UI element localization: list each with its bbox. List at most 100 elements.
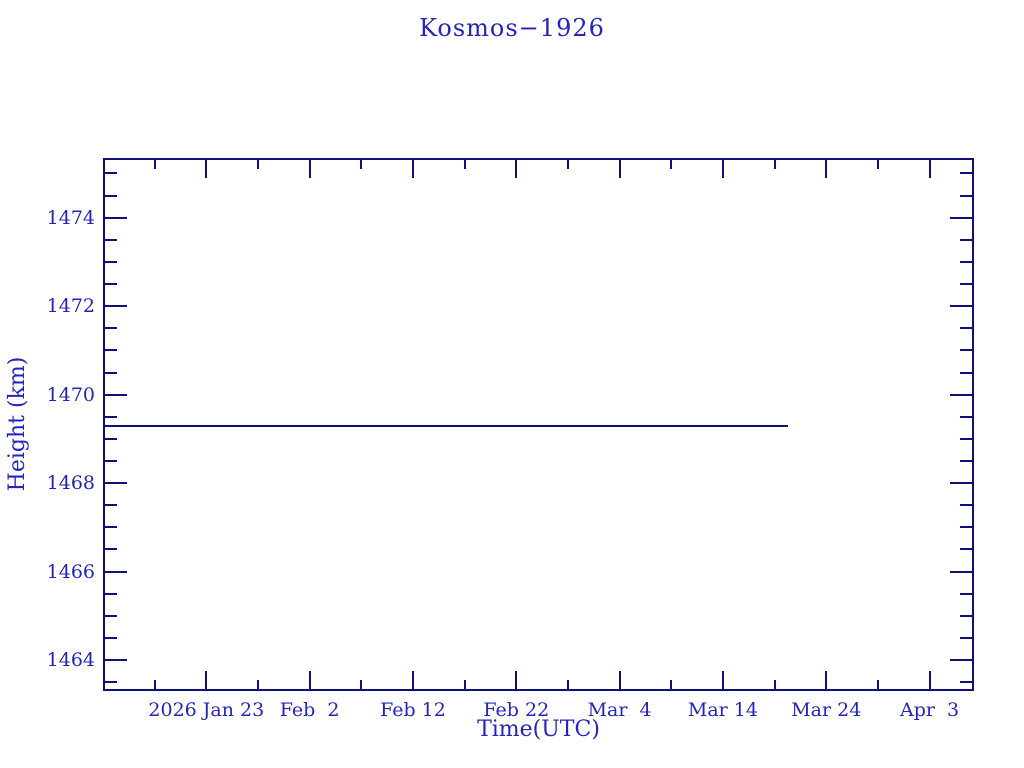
y-minor-tick [960,238,972,241]
y-minor-tick [105,681,117,684]
y-minor-tick [960,614,972,617]
y-minor-tick [960,437,972,440]
x-minor-tick [876,680,879,689]
y-minor-tick [105,194,117,197]
x-major-tick [721,671,724,689]
y-major-tick [950,305,972,308]
y-axis-title: Height (km) [5,356,30,492]
x-minor-tick [463,160,466,169]
y-minor-tick [960,194,972,197]
y-minor-tick [105,415,117,418]
y-minor-tick [960,504,972,507]
x-major-tick [515,671,518,689]
y-minor-tick [105,504,117,507]
y-minor-tick [960,327,972,330]
y-minor-tick [105,636,117,639]
x-major-tick [928,671,931,689]
y-minor-tick [105,172,117,175]
y-major-tick [105,570,127,573]
x-major-tick [411,671,414,689]
y-minor-tick [105,349,117,352]
x-minor-tick [360,160,363,169]
x-minor-tick [566,160,569,169]
x-major-tick [411,160,414,178]
y-tick-label: 1474 [46,206,95,229]
y-minor-tick [960,415,972,418]
x-minor-tick [566,680,569,689]
x-tick-label: Feb 12 [380,699,446,721]
y-minor-tick [960,283,972,286]
y-major-tick [950,570,972,573]
x-minor-tick [773,160,776,169]
y-minor-tick [105,592,117,595]
x-major-tick [825,160,828,178]
y-major-tick [105,216,127,219]
x-major-tick [515,160,518,178]
y-tick-label: 1472 [46,295,95,318]
x-major-tick [308,671,311,689]
y-minor-tick [960,371,972,374]
y-tick-label: 1468 [46,472,95,495]
y-minor-tick [105,459,117,462]
y-minor-tick [960,459,972,462]
x-minor-tick [153,160,156,169]
x-minor-tick [256,680,259,689]
y-major-tick [105,305,127,308]
y-major-tick [950,216,972,219]
y-minor-tick [105,260,117,263]
x-minor-tick [360,680,363,689]
data-line-height-km [103,424,789,427]
y-minor-tick [960,172,972,175]
y-minor-tick [105,548,117,551]
x-minor-tick [153,680,156,689]
y-minor-tick [105,371,117,374]
x-minor-tick [670,160,673,169]
y-minor-tick [105,614,117,617]
y-major-tick [950,659,972,662]
x-major-tick [618,160,621,178]
y-major-tick [105,482,127,485]
y-minor-tick [960,592,972,595]
y-minor-tick [960,349,972,352]
x-tick-label: Feb 22 [483,699,550,721]
x-minor-tick [670,680,673,689]
y-tick-label: 1464 [46,649,95,672]
chart-title: Kosmos−1926 [419,14,605,42]
y-minor-tick [105,283,117,286]
y-minor-tick [960,526,972,529]
x-minor-tick [876,160,879,169]
y-minor-tick [960,636,972,639]
y-minor-tick [105,238,117,241]
y-tick-label: 1466 [46,560,95,583]
plot-area: 1464 1466 1468 1470 1472 1474 2026 Jan 23 Feb 2… [47,158,974,721]
y-minor-tick [105,327,117,330]
x-tick-label: Mar 24 [791,699,862,721]
x-axis-title: Time(UTC) [477,717,600,742]
y-minor-tick [105,526,117,529]
x-tick-label: Feb 2 [279,699,340,721]
y-minor-tick [105,437,117,440]
x-major-tick [205,671,208,689]
x-tick-label: Mar 14 [687,699,758,721]
x-major-tick [618,671,621,689]
x-major-tick [825,671,828,689]
y-tick-label: 1470 [46,383,95,406]
y-major-tick [105,659,127,662]
x-minor-tick [463,680,466,689]
x-major-tick [928,160,931,178]
x-major-tick [721,160,724,178]
x-tick-label: Mar 4 [587,699,652,721]
x-tick-label: 2026 Jan 23 [148,699,265,721]
y-minor-tick [960,260,972,263]
x-major-tick [308,160,311,178]
x-major-tick [205,160,208,178]
y-minor-tick [960,681,972,684]
x-tick-label: Apr 3 [899,699,960,721]
y-major-tick [105,393,127,396]
x-minor-tick [256,160,259,169]
y-major-tick [950,482,972,485]
x-minor-tick [773,680,776,689]
y-major-tick [950,393,972,396]
y-minor-tick [960,548,972,551]
